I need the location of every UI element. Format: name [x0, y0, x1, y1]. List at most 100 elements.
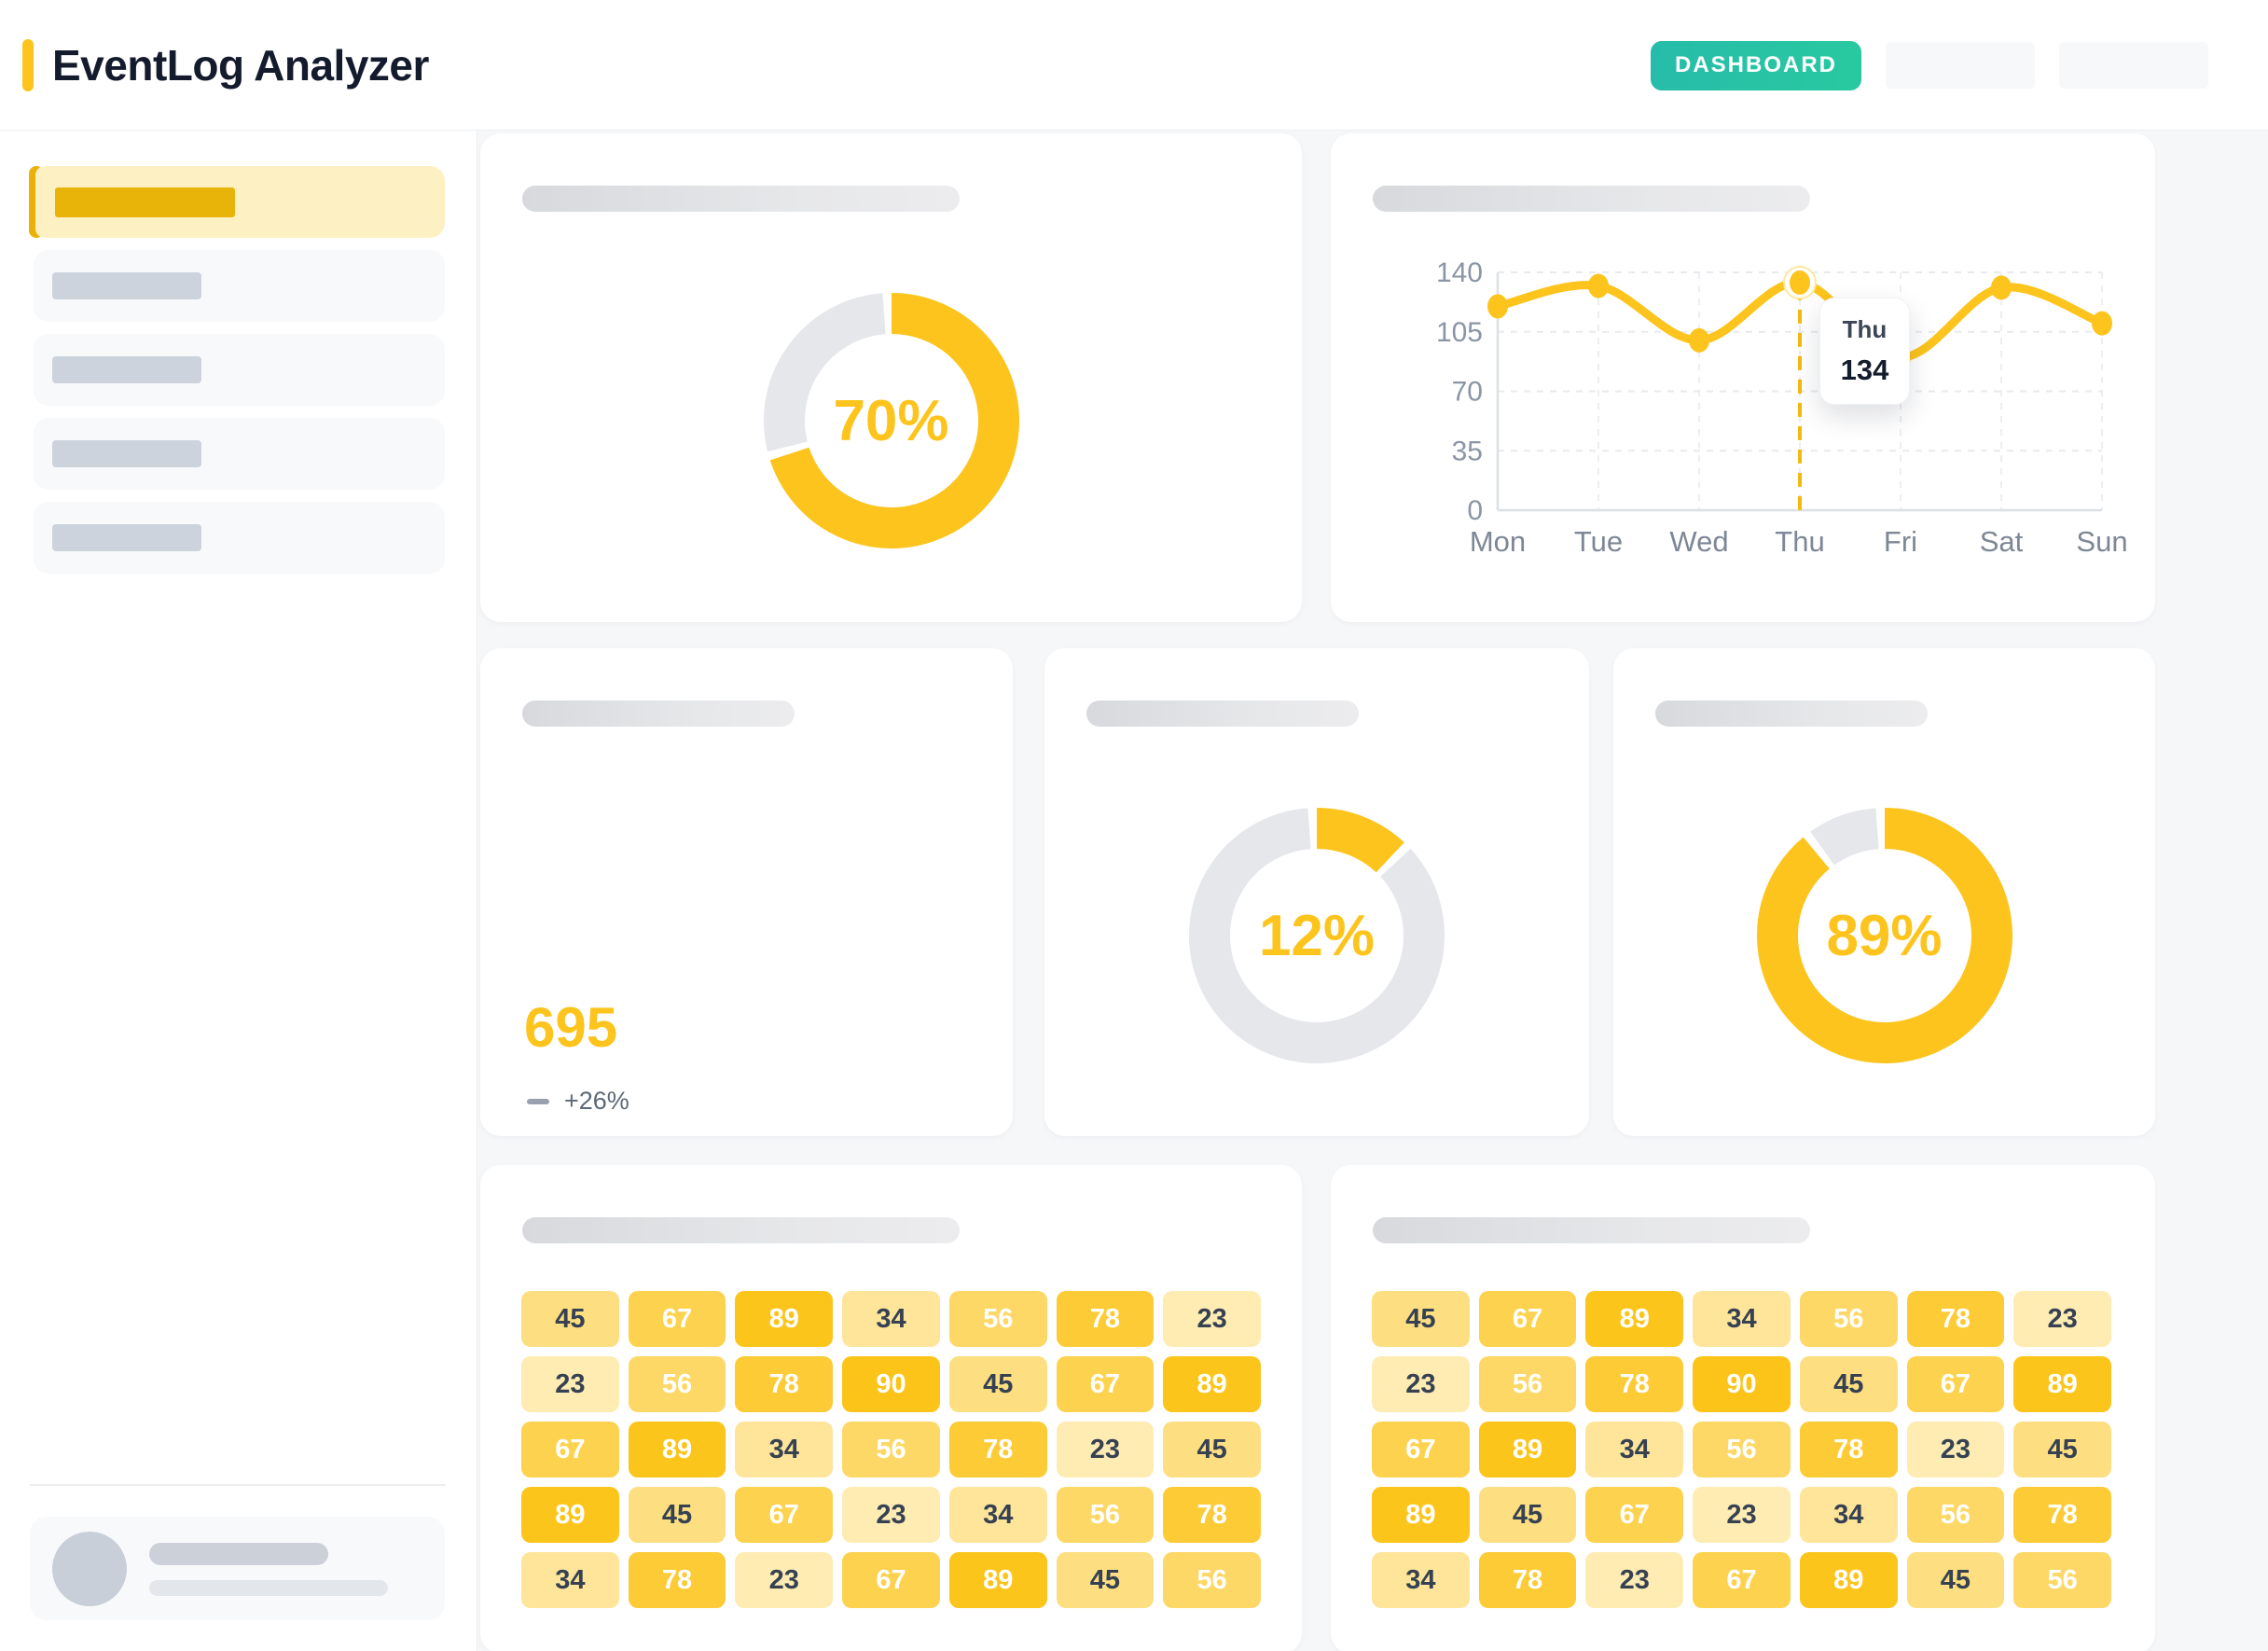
svg-text:0: 0	[1467, 495, 1483, 526]
heatmap-cell: 45	[2013, 1422, 2111, 1478]
heatmap-cell: 23	[1056, 1422, 1155, 1478]
heatmap-cell: 78	[1585, 1356, 1684, 1412]
heatmap-cell: 89	[1799, 1552, 1898, 1608]
dashboard-button[interactable]: DASHBOARD	[1651, 40, 1861, 90]
donut-chart-89: 89%	[1745, 796, 2025, 1075]
heatmap-cell: 56	[1478, 1356, 1577, 1412]
svg-text:Sun: Sun	[2076, 525, 2127, 558]
card-title-skeleton	[522, 1217, 960, 1243]
app-header: EventLog Analyzer DASHBOARD	[0, 0, 2268, 131]
heatmap-cell: 89	[521, 1487, 619, 1543]
heatmap-cell: 45	[1906, 1552, 2005, 1608]
header-placeholder-button-2[interactable]	[2059, 42, 2208, 89]
heatmap-cell: 23	[1585, 1552, 1684, 1608]
heatmap-cell: 89	[1372, 1487, 1470, 1543]
heatmap-cell: 23	[842, 1487, 940, 1543]
heatmap-cell: 34	[521, 1552, 619, 1608]
donut-chart-12: 12%	[1177, 796, 1457, 1075]
heatmap-cell: 78	[1478, 1552, 1577, 1608]
heatmap-cell: 67	[735, 1487, 834, 1543]
heatmap-cell: 34	[1585, 1422, 1684, 1478]
heatmap-cell: 89	[1478, 1422, 1577, 1478]
minus-icon	[527, 1098, 549, 1104]
user-card[interactable]	[30, 1517, 445, 1620]
metric-value: 695	[524, 996, 618, 1059]
heatmap-cell: 45	[628, 1487, 726, 1543]
heatmap-cell: 45	[1478, 1487, 1577, 1543]
card-heatmap-left: 45 67 89 34 56 78 23 23 56 78 90 45 67 89 67 89 34 56 78 23…	[480, 1165, 1302, 1651]
heatmap-cell: 78	[735, 1356, 834, 1412]
heatmap-cell: 67	[842, 1552, 940, 1608]
heatmap-cell: 90	[842, 1356, 940, 1412]
svg-text:Wed: Wed	[1669, 525, 1728, 558]
heatmap-cell: 78	[948, 1422, 1047, 1478]
card-donut-low: 12%	[1044, 648, 1589, 1136]
heatmap-cell: 45	[1056, 1552, 1155, 1608]
heatmap-cell: 56	[1693, 1422, 1791, 1478]
card-title-skeleton	[1655, 701, 1928, 727]
sidebar-item-label-skeleton	[52, 272, 201, 299]
heatmap-cell: 56	[1906, 1487, 2005, 1543]
sidebar-item-3[interactable]	[34, 334, 445, 406]
heatmap-cell: 23	[1906, 1422, 2005, 1478]
card-metric: 695 +26%	[480, 648, 1013, 1136]
weekly-line-chart: 0 35 70 105 140 Mon Tue Wed Thu Fri Sat Sun	[1436, 257, 2128, 558]
svg-text:Fri: Fri	[1884, 525, 1917, 558]
metric-delta: +26%	[564, 1087, 629, 1115]
heatmap-cell: 56	[948, 1291, 1047, 1347]
sidebar	[0, 131, 477, 1651]
heatmap-cell: 23	[735, 1552, 834, 1608]
heatmap-cell: 78	[1799, 1422, 1898, 1478]
heatmap-cell: 56	[2013, 1552, 2111, 1608]
heatmap-cell: 90	[1693, 1356, 1791, 1412]
card-title-skeleton	[1373, 186, 1810, 212]
heatmap-cell: 23	[2013, 1291, 2111, 1347]
heatmap-cell: 34	[735, 1422, 834, 1478]
sidebar-item-4[interactable]	[34, 418, 445, 490]
heatmap-cell: 89	[735, 1291, 834, 1347]
heatmap-cell: 67	[1478, 1291, 1577, 1347]
sidebar-item-label-skeleton	[52, 524, 201, 551]
heatmap-cell: 34	[1372, 1552, 1470, 1608]
heatmap-cell: 67	[628, 1291, 726, 1347]
card-heatmap-right: 45 67 89 34 56 78 23 23 56 78 90 45 67 89 67 89 34 56 78 23…	[1331, 1165, 2155, 1651]
sidebar-item-label-skeleton	[52, 356, 201, 383]
card-title-skeleton	[1086, 701, 1359, 727]
heatmap-cell: 56	[628, 1356, 726, 1412]
heatmap-cell: 45	[948, 1356, 1047, 1412]
chart-tooltip: Thu 134	[1819, 298, 1910, 405]
sidebar-item-2[interactable]	[34, 250, 445, 322]
heatmap-cell: 89	[1585, 1291, 1684, 1347]
donut-center-label: 89%	[1826, 903, 1943, 968]
sidebar-divider	[30, 1484, 446, 1486]
heatmap-cell: 23	[521, 1356, 619, 1412]
heatmap-grid: 45 67 89 34 56 78 23 23 56 78 90 45 67 89 67 89 34 56 78 23…	[1372, 1291, 2111, 1608]
heatmap-cell: 34	[842, 1291, 940, 1347]
heatmap-cell: 45	[1372, 1291, 1470, 1347]
sidebar-item-active[interactable]	[29, 166, 445, 238]
user-name-skeleton	[149, 1543, 328, 1565]
sidebar-item-label-skeleton	[55, 187, 235, 217]
header-placeholder-button-1[interactable]	[1886, 42, 2035, 89]
heatmap-cell: 23	[1372, 1356, 1470, 1412]
svg-text:70: 70	[1452, 377, 1483, 408]
metric-delta-row: +26%	[527, 1087, 629, 1116]
card-donut-high: 89%	[1613, 648, 2155, 1136]
heatmap-cell: 45	[1163, 1422, 1261, 1478]
heatmap-cell: 34	[948, 1487, 1047, 1543]
heatmap-cell: 89	[628, 1422, 726, 1478]
card-title-skeleton	[1373, 1217, 1810, 1243]
heatmap-cell: 89	[1163, 1356, 1261, 1412]
donut-chart-70: 70%	[752, 281, 1031, 561]
sidebar-item-5[interactable]	[34, 502, 445, 574]
dashboard-main: 70% 0 35 70 105 140 Mon Tue Wed Thu Fri Sat Sun Thu…	[477, 131, 2268, 1651]
heatmap-cell: 89	[2013, 1356, 2111, 1412]
avatar	[52, 1532, 127, 1606]
heatmap-cell: 78	[1906, 1291, 2005, 1347]
header-actions: DASHBOARD	[1651, 0, 2208, 131]
heatmap-cell: 67	[1585, 1487, 1684, 1543]
heatmap-cell: 78	[1056, 1291, 1155, 1347]
user-subtitle-skeleton	[149, 1580, 388, 1596]
heatmap-cell: 89	[948, 1552, 1047, 1608]
